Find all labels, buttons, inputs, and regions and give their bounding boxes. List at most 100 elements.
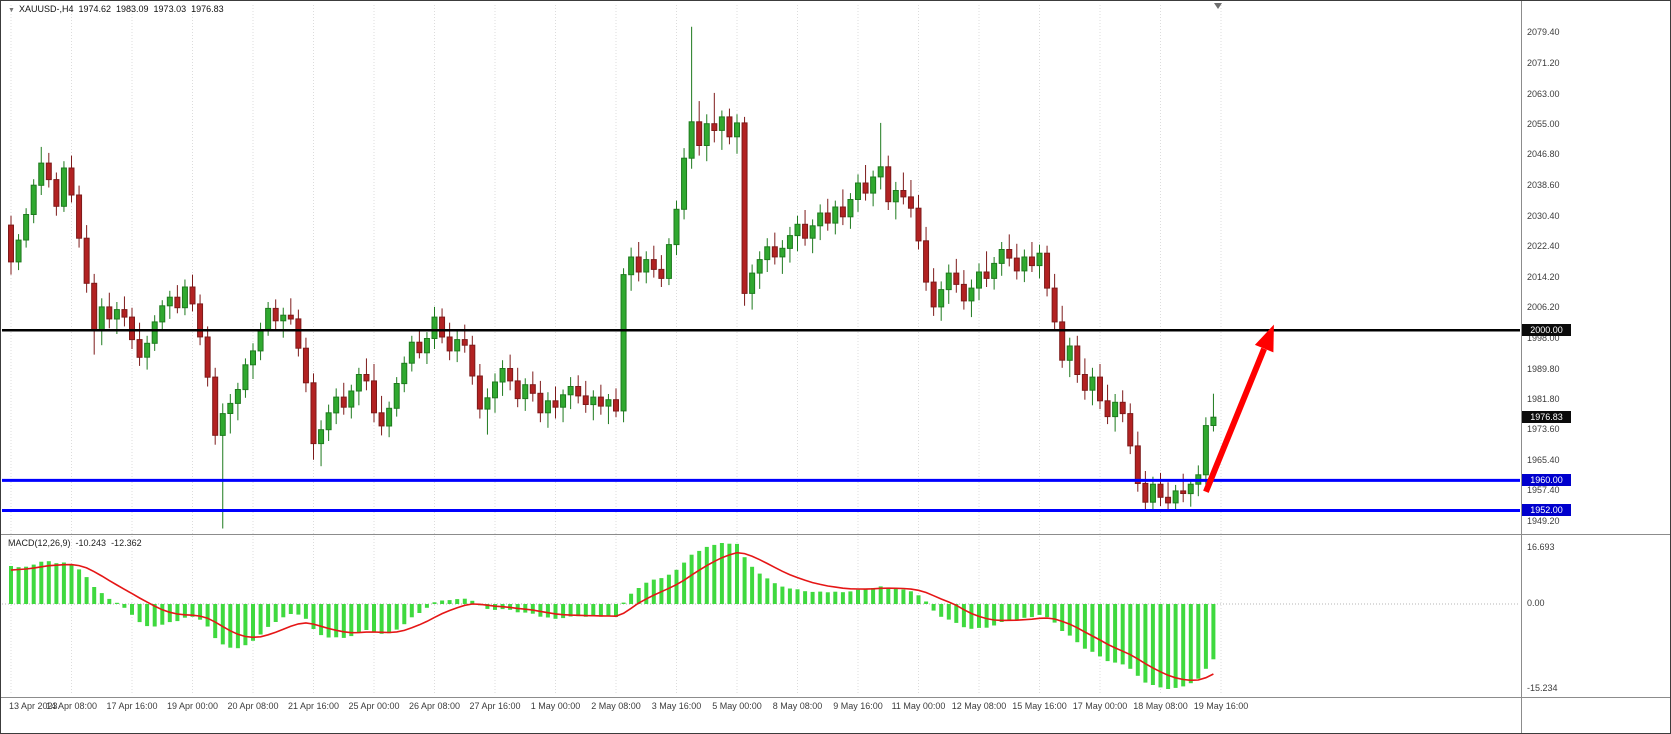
candle-body <box>771 246 778 258</box>
time-axis-label: 9 May 16:00 <box>833 701 883 711</box>
objects-layer <box>2 324 1520 512</box>
candle-body <box>870 176 877 194</box>
candle-body <box>877 166 884 178</box>
time-axis-label: 11 May 00:00 <box>891 701 946 711</box>
time-axis[interactable]: 13 Apr 2023 14 Apr 08:00 17 Apr 16:00 19 Ap… <box>1 699 1521 717</box>
macd-histogram-bar <box>296 604 301 615</box>
trend-arrow-head[interactable] <box>1254 324 1274 353</box>
candle-body <box>408 341 415 364</box>
macd-histogram-bar <box>1150 604 1155 685</box>
time-axis-label: 26 Apr 08:00 <box>408 701 461 711</box>
macd-histogram-bar <box>666 574 671 604</box>
candle-body <box>575 386 582 397</box>
time-axis-label: 27 Apr 16:00 <box>469 701 521 711</box>
macd-histogram-bar <box>969 604 974 629</box>
price-axis-label: 2014.20 <box>1527 272 1560 282</box>
macd-axis-label: -15.234 <box>1527 683 1558 693</box>
candle-body <box>650 259 657 270</box>
candle-body <box>756 259 763 274</box>
trend-arrow-line[interactable] <box>1203 347 1267 493</box>
macd-histogram-bar <box>719 543 724 604</box>
candle-body <box>318 429 325 445</box>
candle-body <box>832 206 839 224</box>
candle-body <box>181 286 188 309</box>
chart-shift-marker[interactable] <box>1214 3 1222 9</box>
macd-histogram-bar <box>856 589 860 604</box>
macd-histogram-bar <box>175 604 180 622</box>
candle-body <box>280 314 287 322</box>
macd-histogram-bar <box>182 604 187 618</box>
macd-histogram-bar <box>1158 604 1163 688</box>
macd-histogram-bar <box>1135 604 1140 676</box>
candle-body <box>960 283 967 302</box>
candle-body <box>287 314 294 320</box>
macd-histogram-bar <box>319 604 324 636</box>
macd-histogram-bar <box>251 604 255 641</box>
macd-histogram-bar <box>893 588 898 604</box>
macd-indicator-label: MACD(12,26,9) -10.243 -12.362 <box>8 538 142 548</box>
macd-histogram-bar <box>924 601 929 604</box>
macd-histogram-bar <box>424 604 429 608</box>
macd-histogram-bar <box>326 604 331 638</box>
candle-body <box>809 225 816 239</box>
macd-signal-line <box>10 551 1214 682</box>
candle-body <box>1180 490 1187 494</box>
price-axis-label: 1949.20 <box>1527 516 1560 526</box>
candle-body <box>1149 483 1156 503</box>
macd-histogram-bar <box>1082 604 1087 649</box>
candle-body <box>492 381 498 399</box>
candle-body <box>983 271 990 279</box>
macd-histogram-bar <box>356 604 361 633</box>
candle-body <box>749 272 756 294</box>
candle-body <box>1044 252 1051 289</box>
macd-histogram-bar <box>266 604 271 627</box>
macd-histogram-bar <box>999 604 1004 622</box>
candle-body <box>219 413 226 436</box>
candle-body <box>1210 416 1217 427</box>
macd-histogram-bar <box>984 604 989 628</box>
candle-body <box>166 296 173 307</box>
indicator-panel-separator[interactable] <box>1 534 1670 535</box>
candle-body <box>1051 287 1058 323</box>
candle-body <box>129 316 135 341</box>
candle-body <box>1074 345 1081 375</box>
macd-histogram-bar <box>939 604 944 617</box>
candle-body <box>302 347 309 384</box>
candle-body <box>696 121 703 147</box>
macd-histogram-bar <box>160 604 165 625</box>
candle-body <box>454 339 461 352</box>
macd-histogram-bar <box>46 561 51 604</box>
price-axis[interactable]: 2079.40 2071.20 2063.00 2055.00 2046.80 2038.… <box>1522 1 1670 733</box>
macd-histogram-bar <box>1211 604 1216 660</box>
candle-body <box>144 342 151 358</box>
macd-histogram-bar <box>750 566 755 604</box>
candle-body <box>560 394 567 408</box>
macd-histogram-bar <box>92 587 97 604</box>
candle-body <box>469 344 476 377</box>
macd-histogram-bar <box>825 592 830 604</box>
candle-body <box>915 207 922 242</box>
candle-body <box>953 272 960 285</box>
candle-body <box>892 190 899 203</box>
macd-histogram-bar <box>311 604 316 629</box>
candle-body <box>265 307 272 330</box>
price-axis-label: 1998.00 <box>1527 333 1560 343</box>
macd-histogram-bar <box>644 582 649 604</box>
macd-histogram-bar <box>735 543 739 604</box>
candle-body <box>393 383 400 409</box>
price-axis-label: 1981.80 <box>1527 394 1560 404</box>
macd-histogram-bar <box>1128 604 1133 669</box>
price-axis-label: 1989.80 <box>1527 364 1560 374</box>
candle-body <box>431 316 438 340</box>
macd-histogram-bar <box>780 586 785 604</box>
time-axis-label: 20 Apr 08:00 <box>227 701 279 711</box>
candle-body <box>476 375 483 410</box>
symbol-dropdown-icon[interactable]: ▼ <box>8 7 15 14</box>
macd-histogram-bar <box>1029 604 1034 618</box>
candle-body <box>1036 252 1043 267</box>
candle-body <box>567 386 574 396</box>
candle-body <box>1081 374 1088 391</box>
time-axis-label: 8 May 08:00 <box>772 701 823 711</box>
candle-body <box>514 380 521 400</box>
